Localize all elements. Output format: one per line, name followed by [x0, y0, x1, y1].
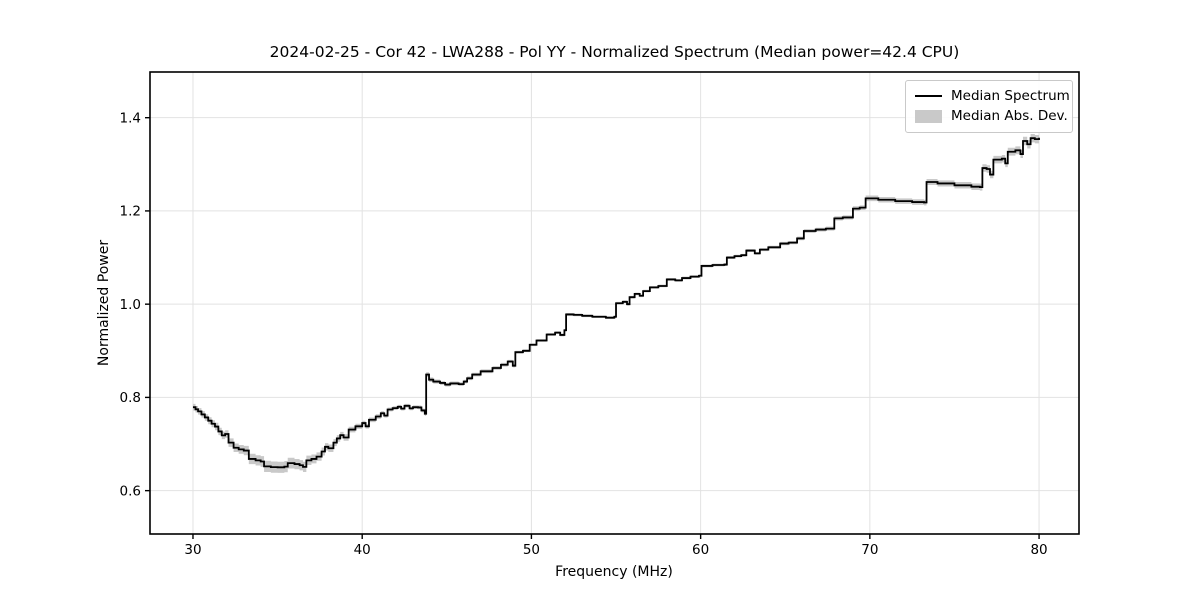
x-tick-label: 70	[861, 542, 878, 558]
x-axis-label: Frequency (MHz)	[555, 564, 673, 580]
legend-band-sample-icon	[915, 109, 942, 123]
x-tick-label: 30	[184, 542, 201, 558]
y-tick-label: 0.8	[120, 390, 141, 406]
axes-frame	[149, 71, 1080, 535]
x-tick-label: 50	[523, 542, 540, 558]
legend-entry-median-abs-dev: Median Abs. Dev.	[915, 106, 1068, 126]
x-tick-label: 80	[1030, 542, 1047, 558]
legend: Median Spectrum Median Abs. Dev.	[905, 80, 1073, 133]
y-tick-label: 0.6	[120, 483, 141, 499]
y-tick-label: 1.0	[120, 297, 141, 313]
y-tick-label: 1.4	[120, 110, 141, 126]
y-axis-label: Normalized Power	[96, 239, 112, 367]
median-spectrum-line	[192, 137, 1040, 469]
x-tick-label: 40	[354, 542, 371, 558]
x-tick-label: 60	[692, 542, 709, 558]
y-tick-label: 1.2	[120, 204, 141, 220]
legend-line-sample-icon	[915, 94, 942, 98]
chart-title: 2024-02-25 - Cor 42 - LWA288 - Pol YY - …	[269, 43, 960, 61]
legend-label-median-abs-dev: Median Abs. Dev.	[951, 108, 1068, 124]
legend-entry-median-spectrum: Median Spectrum	[915, 86, 1070, 106]
legend-label-median-spectrum: Median Spectrum	[951, 88, 1070, 104]
